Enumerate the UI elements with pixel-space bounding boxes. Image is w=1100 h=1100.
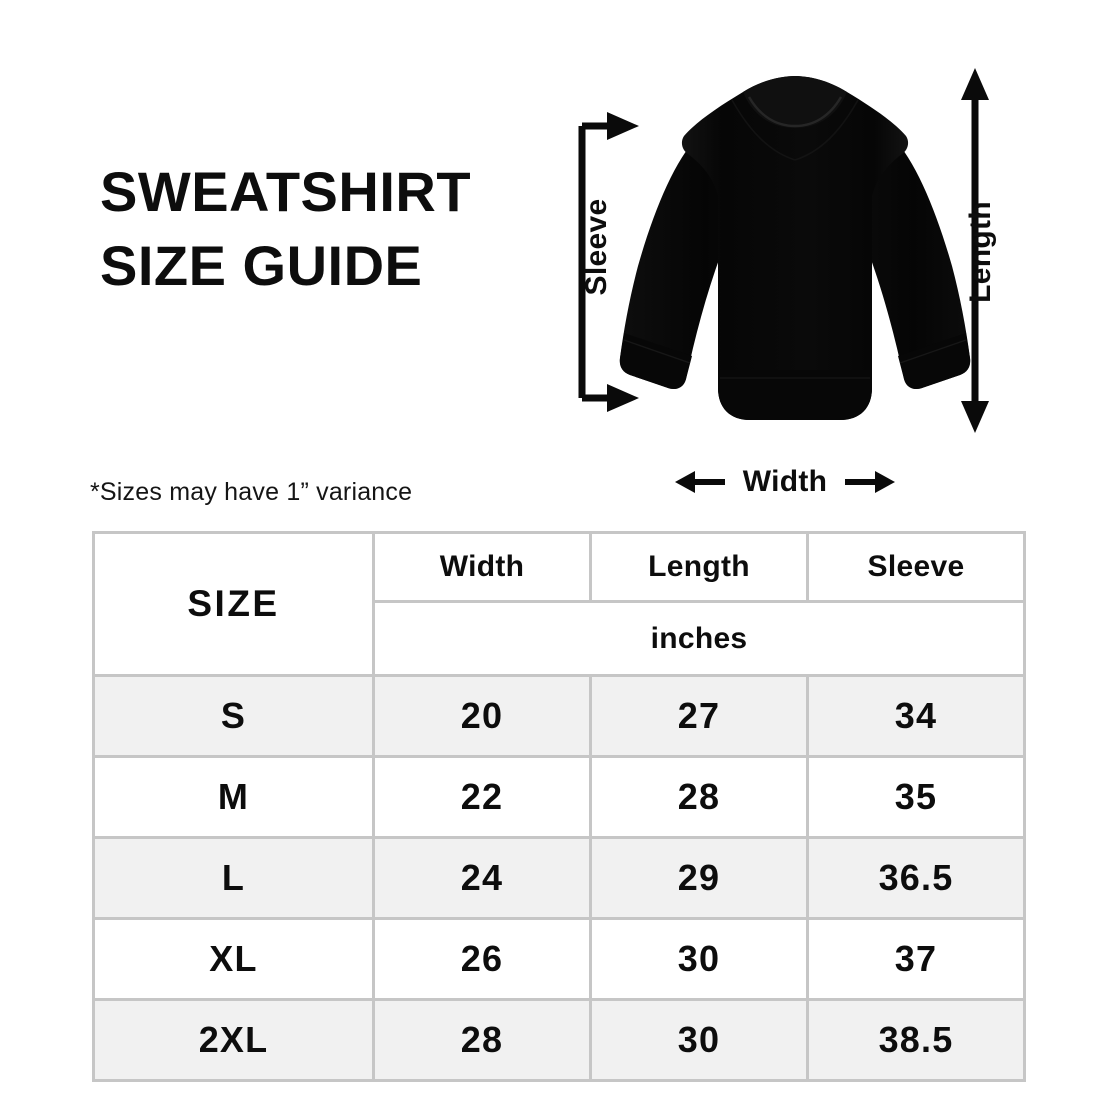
size-chart-table: SIZE Width Length Sleeve inches S 20 27 … xyxy=(92,531,1026,1082)
size-column-header: SIZE xyxy=(92,531,375,677)
row-length: 30 xyxy=(589,917,809,1001)
row-sleeve: 38.5 xyxy=(806,998,1026,1082)
units-label: inches xyxy=(372,600,1026,677)
table-header-row-2: inches xyxy=(94,600,1026,677)
row-size: L xyxy=(92,836,375,920)
arrow-left-icon xyxy=(674,471,725,493)
width-column-header: Width xyxy=(372,531,592,603)
row-sleeve: 36.5 xyxy=(806,836,1026,920)
width-measure-label: Width xyxy=(742,465,828,498)
table-header-row-1: SIZE Width Length Sleeve xyxy=(92,531,1026,677)
row-length: 27 xyxy=(589,674,809,758)
row-length: 29 xyxy=(589,836,809,920)
row-width: 28 xyxy=(372,998,592,1082)
row-width: 24 xyxy=(372,836,592,920)
row-sleeve: 34 xyxy=(806,674,1026,758)
row-width: 20 xyxy=(372,674,592,758)
table-row: XL 26 30 37 xyxy=(92,917,1026,1001)
row-width: 22 xyxy=(372,755,592,839)
garment-illustration: Sleeve Length Width xyxy=(555,60,1065,505)
sleeve-column-header: Sleeve xyxy=(806,531,1026,603)
row-length: 30 xyxy=(589,998,809,1082)
row-size: 2XL xyxy=(92,998,375,1082)
row-sleeve: 37 xyxy=(806,917,1026,1001)
length-measure-label: Length xyxy=(964,201,997,303)
length-column-header: Length xyxy=(589,531,809,603)
table-row: L 24 29 36.5 xyxy=(92,836,1026,920)
row-sleeve: 35 xyxy=(806,755,1026,839)
sweatshirt-icon xyxy=(619,76,971,420)
table-row: M 22 28 35 xyxy=(92,755,1026,839)
measurement-arrows xyxy=(578,68,989,433)
row-size: M xyxy=(92,755,375,839)
arrow-right-icon xyxy=(845,471,896,493)
row-width: 26 xyxy=(372,917,592,1001)
table-row: 2XL 28 30 38.5 xyxy=(92,998,1026,1082)
width-measure-group: Width xyxy=(640,465,930,499)
page-title-line-1: SWEATSHIRT xyxy=(100,160,472,223)
sleeve-measure-label: Sleeve xyxy=(580,198,613,296)
variance-note: *Sizes may have 1” variance xyxy=(90,478,413,506)
row-size: S xyxy=(92,674,375,758)
page-title: SWEATSHIRT SIZE GUIDE xyxy=(100,155,570,303)
page-title-line-2: SIZE GUIDE xyxy=(100,233,423,297)
table-row: S 20 27 34 xyxy=(92,674,1026,758)
row-length: 28 xyxy=(589,755,809,839)
row-size: XL xyxy=(92,917,375,1001)
